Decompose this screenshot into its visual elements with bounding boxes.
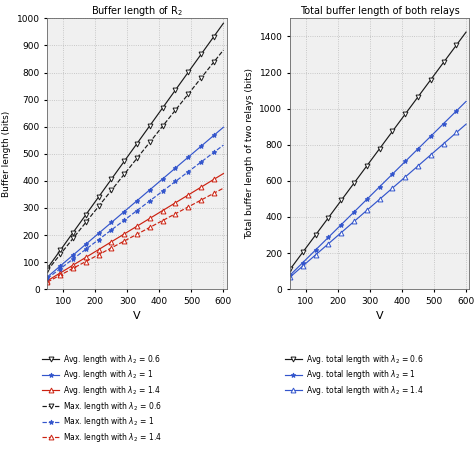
Max. length with $\lambda_2$ = 0.6 [179,100,185,105]
Avg. total length with $\lambda_2$ = 1.4 [402,174,408,180]
Avg. total length with $\lambda_2$ = 0.6 [402,112,408,117]
X-axis label: V: V [133,311,141,321]
Avg. length with $\lambda_2$ = 1.4 [220,171,226,176]
Line: Avg. total length with $\lambda_2$ = 0.6: Avg. total length with $\lambda_2$ = 0.6 [288,30,468,272]
Avg. total length with $\lambda_2$ = 1.4 [396,180,401,185]
Avg. total length with $\lambda_2$ = 1 [287,273,293,278]
Line: Max. length with $\lambda_2$ = 1: Max. length with $\lambda_2$ = 1 [45,143,226,281]
Title: Total buffer length of both relays: Total buffer length of both relays [300,6,459,16]
Max. length with $\lambda_2$ = 0.6 [160,123,165,129]
Avg. length with $\lambda_2$ = 1.4 [45,278,50,284]
Line: Max. length with $\lambda_2$ = 1.4: Max. length with $\lambda_2$ = 1.4 [45,186,226,285]
Legend: Avg. total length with $\lambda_2$ = 0.6, Avg. total length with $\lambda_2$ = 1: Avg. total length with $\lambda_2$ = 0.6… [285,353,423,397]
X-axis label: V: V [376,311,383,321]
Max. length with $\lambda_2$ = 1.4 [109,245,114,251]
Max. length with $\lambda_2$ = 0.6 [144,144,149,149]
Avg. total length with $\lambda_2$ = 1.4 [463,121,469,127]
Avg. length with $\lambda_2$ = 0.6 [154,114,159,119]
Avg. length with $\lambda_2$ = 1.4 [109,239,114,245]
Avg. length with $\lambda_2$ = 1.4 [154,212,159,217]
Max. length with $\lambda_2$ = 0.6 [45,268,50,273]
Max. length with $\lambda_2$ = 1.4 [220,185,226,191]
Avg. total length with $\lambda_2$ = 0.6 [396,120,401,125]
Avg. length with $\lambda_2$ = 0.6 [109,176,114,182]
Avg. length with $\lambda_2$ = 0.6 [144,128,149,133]
Y-axis label: Total buffer length of two relays (bits): Total buffer length of two relays (bits) [245,68,254,239]
Avg. total length with $\lambda_2$ = 1 [463,99,469,104]
Avg. length with $\lambda_2$ = 1 [160,176,165,182]
Avg. total length with $\lambda_2$ = 1.4 [421,157,427,163]
Line: Avg. length with $\lambda_2$ = 1: Avg. length with $\lambda_2$ = 1 [45,125,226,280]
Avg. length with $\lambda_2$ = 1 [45,274,50,280]
Title: Buffer length of R$_2$: Buffer length of R$_2$ [91,4,183,18]
Avg. length with $\lambda_2$ = 0.6 [179,78,185,84]
Max. length with $\lambda_2$ = 1.4 [160,218,165,224]
Max. length with $\lambda_2$ = 0.6 [48,264,54,269]
Max. length with $\lambda_2$ = 1 [154,193,159,199]
Avg. total length with $\lambda_2$ = 1 [386,174,392,180]
Avg. total length with $\lambda_2$ = 1.4 [287,274,293,280]
Line: Avg. total length with $\lambda_2$ = 1.4: Avg. total length with $\lambda_2$ = 1.4 [288,122,468,280]
Max. length with $\lambda_2$ = 1.4 [48,278,54,283]
Avg. length with $\lambda_2$ = 1 [144,190,149,195]
Avg. length with $\lambda_2$ = 1.4 [144,218,149,223]
Max. length with $\lambda_2$ = 1 [144,201,149,206]
Avg. total length with $\lambda_2$ = 0.6 [421,85,427,91]
Avg. total length with $\lambda_2$ = 1 [291,269,296,275]
Line: Avg. length with $\lambda_2$ = 0.6: Avg. length with $\lambda_2$ = 0.6 [45,21,226,271]
Line: Max. length with $\lambda_2$ = 0.6: Max. length with $\lambda_2$ = 0.6 [45,48,226,273]
Avg. total length with $\lambda_2$ = 1.4 [386,188,392,194]
Max. length with $\lambda_2$ = 0.6 [154,131,159,137]
Max. length with $\lambda_2$ = 1 [179,174,185,179]
Y-axis label: Buffer length (bits): Buffer length (bits) [2,111,11,197]
Avg. length with $\lambda_2$ = 1 [48,271,54,277]
Line: Avg. length with $\lambda_2$ = 1.4: Avg. length with $\lambda_2$ = 1.4 [45,171,226,283]
Avg. length with $\lambda_2$ = 1 [179,160,185,165]
Max. length with $\lambda_2$ = 1 [109,227,114,233]
Avg. total length with $\lambda_2$ = 1 [396,165,401,170]
Avg. length with $\lambda_2$ = 0.6 [160,105,165,111]
Max. length with $\lambda_2$ = 1 [160,188,165,194]
Max. length with $\lambda_2$ = 0.6 [220,47,226,53]
Avg. total length with $\lambda_2$ = 1 [402,159,408,164]
Avg. total length with $\lambda_2$ = 1.4 [351,219,357,224]
Avg. length with $\lambda_2$ = 1.4 [48,276,54,281]
Avg. length with $\lambda_2$ = 1.4 [160,208,165,213]
Avg. total length with $\lambda_2$ = 0.6 [463,29,469,35]
Max. length with $\lambda_2$ = 1 [45,276,50,281]
Max. length with $\lambda_2$ = 1 [48,273,54,279]
Max. length with $\lambda_2$ = 1.4 [154,221,159,227]
Avg. length with $\lambda_2$ = 0.6 [48,261,54,267]
Legend: Avg. length with $\lambda_2$ = 0.6, Avg. length with $\lambda_2$ = 1, Avg. lengt: Avg. length with $\lambda_2$ = 0.6, Avg.… [42,353,162,444]
Avg. length with $\lambda_2$ = 1 [109,220,114,225]
Avg. total length with $\lambda_2$ = 1.4 [291,272,296,277]
Max. length with $\lambda_2$ = 1 [220,142,226,148]
Max. length with $\lambda_2$ = 0.6 [109,188,114,193]
Max. length with $\lambda_2$ = 1.4 [144,226,149,232]
Avg. length with $\lambda_2$ = 1.4 [179,196,185,202]
Avg. total length with $\lambda_2$ = 0.6 [351,180,357,186]
Avg. total length with $\lambda_2$ = 1 [421,140,427,145]
Avg. length with $\lambda_2$ = 1 [220,124,226,130]
Avg. length with $\lambda_2$ = 0.6 [220,21,226,26]
Avg. total length with $\lambda_2$ = 0.6 [386,133,392,139]
Max. length with $\lambda_2$ = 1.4 [45,279,50,285]
Avg. total length with $\lambda_2$ = 1 [351,209,357,215]
Avg. length with $\lambda_2$ = 0.6 [45,265,50,271]
Line: Avg. total length with $\lambda_2$ = 1: Avg. total length with $\lambda_2$ = 1 [288,99,468,278]
Avg. total length with $\lambda_2$ = 0.6 [291,263,296,268]
Avg. total length with $\lambda_2$ = 0.6 [287,267,293,272]
Max. length with $\lambda_2$ = 1.4 [179,207,185,213]
Avg. length with $\lambda_2$ = 1 [154,182,159,187]
